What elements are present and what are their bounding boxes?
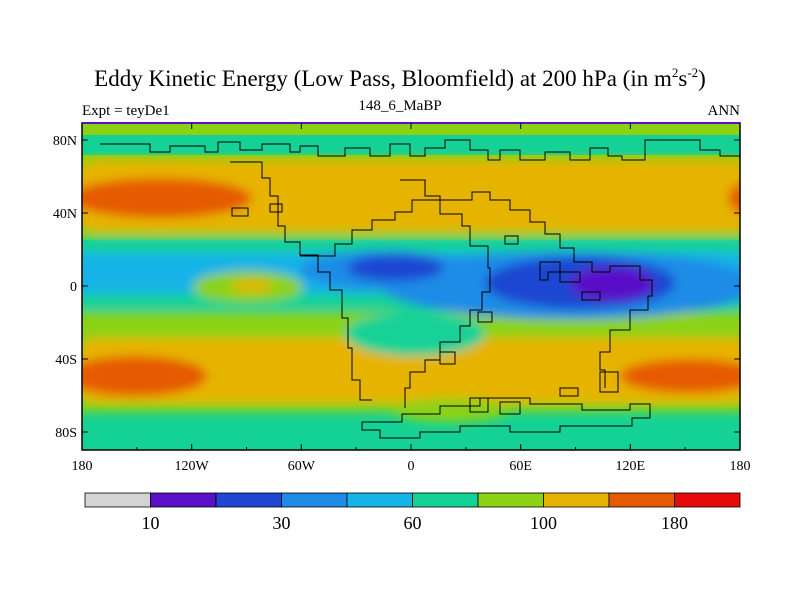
colorbar-label: 10 — [142, 513, 160, 533]
y-tick-label: 40N — [53, 207, 77, 222]
colorbar-swatch — [346, 492, 413, 508]
map-title: Eddy Kinetic Energy (Low Pass, Bloomfiel… — [94, 65, 706, 91]
colorbar-label: 30 — [273, 513, 291, 533]
coastline — [100, 139, 740, 439]
colorbar: 10 30 60 100 180 — [84, 492, 741, 533]
y-tick-label: 80S — [55, 426, 77, 441]
season-label: ANN — [707, 103, 741, 119]
x-tick-label: 120W — [175, 459, 210, 474]
y-axis-ticks: 80N 40N 0 40S 80S — [53, 134, 740, 441]
experiment-label: Expt = teyDe1 — [82, 103, 170, 119]
y-tick-label: 40S — [55, 353, 77, 368]
x-axis-ticks: 180 120W 60W 0 60E 120E 180 — [72, 123, 751, 474]
colorbar-swatch — [281, 492, 348, 508]
x-tick-label: 180 — [72, 459, 93, 474]
y-tick-label: 0 — [70, 280, 77, 295]
x-tick-label: 60W — [288, 459, 316, 474]
x-tick-label: 60E — [509, 459, 532, 474]
colorbar-swatch — [477, 492, 544, 508]
colorbar-swatch — [84, 492, 151, 508]
x-tick-label: 0 — [408, 459, 415, 474]
contour-field — [82, 123, 740, 450]
x-tick-label: 180 — [730, 459, 751, 474]
x-tick-label: 120E — [616, 459, 646, 474]
colorbar-swatch — [150, 492, 217, 508]
colorbar-swatch — [608, 492, 675, 508]
colorbar-swatch — [674, 492, 741, 508]
colorbar-label: 60 — [404, 513, 422, 533]
case-label: 148_6_MaBP — [358, 98, 442, 114]
colorbar-label: 180 — [661, 513, 688, 533]
colorbar-label: 100 — [530, 513, 557, 533]
colorbar-swatch — [412, 492, 479, 508]
colorbar-swatch — [543, 492, 610, 508]
colorbar-swatch — [215, 492, 282, 508]
y-tick-label: 80N — [53, 134, 77, 149]
